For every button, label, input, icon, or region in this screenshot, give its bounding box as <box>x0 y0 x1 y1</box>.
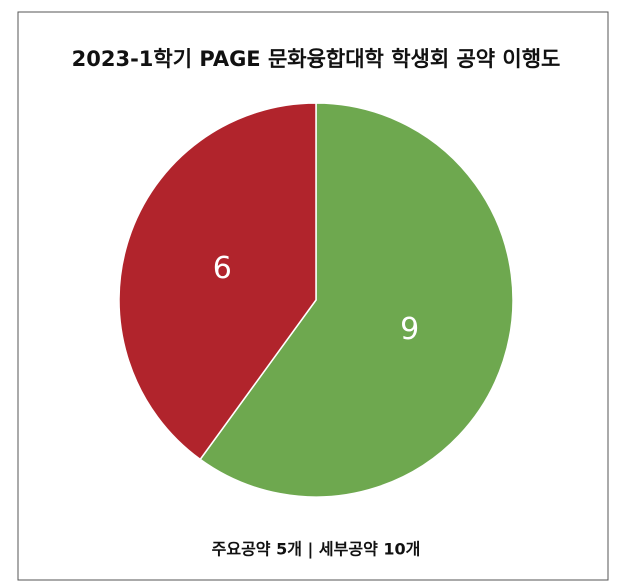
data-label: 9 <box>400 312 419 347</box>
pie-slice <box>199 102 514 498</box>
chart-title: 2023-1학기 PAGE 문화융합대학 학생회 공약 이행도 <box>72 47 561 71</box>
data-label: 6 <box>213 251 232 286</box>
chart-subtitle: 주요공약 5개 | 세부공약 10개 <box>212 540 421 560</box>
pie-slice <box>118 102 317 461</box>
